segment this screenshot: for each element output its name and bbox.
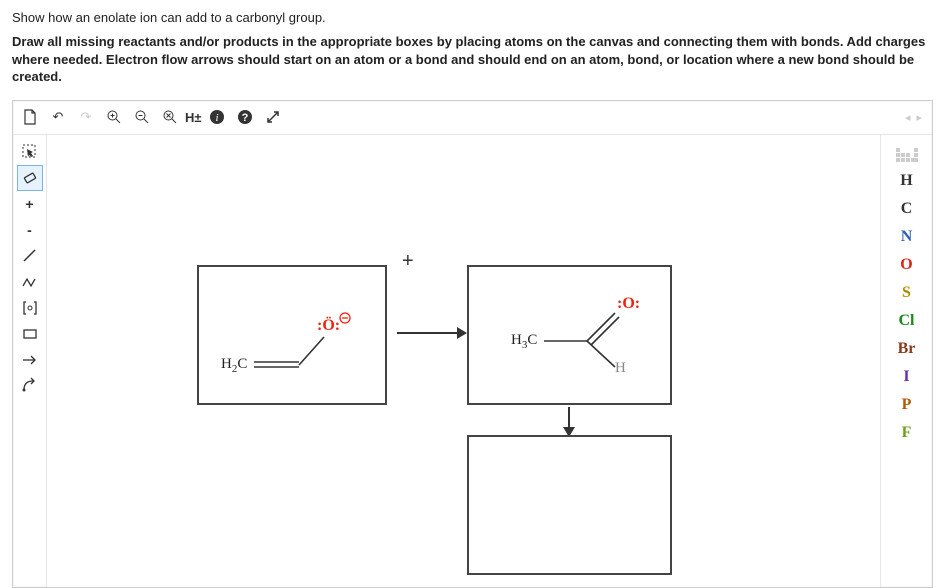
reaction-arrow-tool[interactable]: [17, 347, 43, 373]
top-toolbar: ↶ ↷ H± i ? ◂ ▸: [13, 101, 932, 135]
zoom-out-button[interactable]: [129, 104, 155, 130]
redo-button[interactable]: ↷: [73, 104, 99, 130]
svg-text:i: i: [215, 112, 218, 124]
product-box[interactable]: [467, 435, 672, 575]
element-toolbar: HCNOSClBrIPF: [880, 135, 932, 587]
reactant-box-1[interactable]: H2C :Ö:: [197, 265, 387, 405]
drawing-editor: ↶ ↷ H± i ? ◂ ▸: [12, 100, 933, 588]
fullscreen-button[interactable]: [260, 104, 286, 130]
element-f-button[interactable]: F: [885, 419, 929, 447]
nav-prev-icon[interactable]: ◂: [905, 111, 911, 124]
nav-next-icon[interactable]: ▸: [916, 111, 922, 124]
eraser-tool[interactable]: [17, 165, 43, 191]
single-bond-tool[interactable]: [17, 243, 43, 269]
element-cl-button[interactable]: Cl: [885, 307, 929, 335]
element-o-button[interactable]: O: [885, 251, 929, 279]
help-button[interactable]: ?: [232, 104, 258, 130]
hydrogen-toggle-button[interactable]: H±: [185, 104, 202, 130]
ch3-label: H3C: [511, 332, 537, 351]
delete-button[interactable]: [157, 104, 183, 130]
chain-tool[interactable]: [17, 269, 43, 295]
reactant-box-2[interactable]: H3C :O: H: [467, 265, 672, 405]
mechanism-arrow-tool[interactable]: [17, 373, 43, 399]
aldehyde-hydrogen: H: [615, 360, 626, 377]
marquee-tool[interactable]: [17, 139, 43, 165]
aldehyde-oxygen: :O:: [617, 295, 640, 313]
svg-text:?: ?: [241, 112, 248, 124]
element-c-button[interactable]: C: [885, 195, 929, 223]
element-s-button[interactable]: S: [885, 279, 929, 307]
ch2-label: H2C: [221, 356, 247, 375]
drawing-canvas[interactable]: H2C :Ö: + H3C: [47, 135, 880, 587]
info-button[interactable]: i: [204, 104, 230, 130]
element-p-button[interactable]: P: [885, 391, 929, 419]
question-instructions: Draw all missing reactants and/or produc…: [12, 33, 933, 86]
question-title: Show how an enolate ion can add to a car…: [12, 10, 933, 25]
rectangle-tool[interactable]: [17, 321, 43, 347]
enolate-oxygen: :Ö:: [317, 317, 340, 335]
enolate-structure: [199, 267, 389, 407]
element-i-button[interactable]: I: [885, 363, 929, 391]
charge-plus-tool[interactable]: +: [17, 191, 43, 217]
bracket-tool[interactable]: [17, 295, 43, 321]
aldehyde-structure: [469, 267, 674, 407]
charge-minus-tool[interactable]: -: [17, 217, 43, 243]
zoom-in-button[interactable]: [101, 104, 127, 130]
element-br-button[interactable]: Br: [885, 335, 929, 363]
left-toolbar: + -: [13, 135, 47, 587]
nav-arrows: ◂ ▸: [905, 111, 928, 124]
undo-button[interactable]: ↶: [45, 104, 71, 130]
new-document-button[interactable]: [17, 104, 43, 130]
periodic-table-button[interactable]: [885, 139, 929, 167]
plus-symbol: +: [402, 250, 414, 273]
enolate-neg-charge: [339, 312, 351, 328]
reaction-arrow-right: [397, 332, 457, 334]
element-n-button[interactable]: N: [885, 223, 929, 251]
element-h-button[interactable]: H: [885, 167, 929, 195]
reaction-arrow-down: [568, 407, 570, 427]
